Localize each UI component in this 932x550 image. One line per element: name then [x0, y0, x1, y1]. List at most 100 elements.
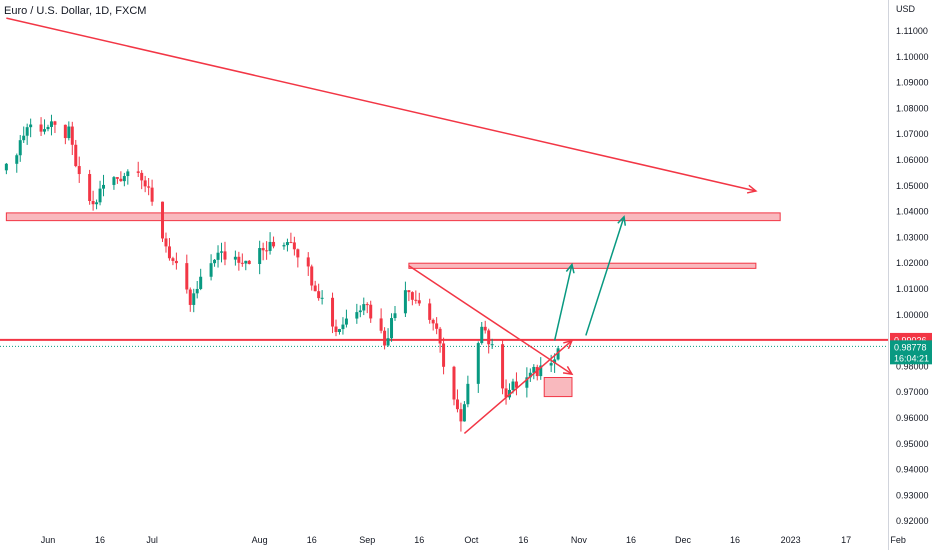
price-tick-label: 0.97000 — [896, 387, 929, 397]
candle-body — [220, 251, 223, 253]
lower-triangle-line-head — [563, 339, 574, 350]
upper-triangle-line-head — [562, 366, 574, 376]
long-term-trend-arrow — [6, 17, 757, 192]
candle-body — [407, 290, 411, 293]
candle-body — [355, 312, 359, 319]
price-tick-label: 0.92000 — [896, 516, 929, 526]
time-axis[interactable]: Jun 16 Jul Aug 16 Sep 16 Oct 16 Nov 16 Dec 16 2023 17 F… — [41, 535, 906, 545]
candle-body — [150, 187, 154, 202]
candle-body — [95, 202, 99, 205]
last-price-badge — [890, 340, 932, 365]
time-tick-label: 16 — [95, 535, 105, 545]
upper-triangle-line — [408, 265, 573, 375]
candle-body — [344, 318, 348, 325]
candle-body — [320, 297, 324, 299]
candle-body — [164, 238, 168, 247]
candle-body — [46, 126, 50, 130]
time-tick-label: 17 — [841, 535, 851, 545]
resistance-zone — [5, 212, 781, 222]
candle-body — [362, 304, 366, 311]
candle-body — [417, 300, 421, 304]
candle-body — [285, 242, 289, 246]
candle-body — [306, 257, 310, 267]
time-tick-label: 2023 — [781, 535, 801, 545]
candle-body — [282, 245, 286, 247]
candle-body — [43, 129, 47, 132]
candle-body — [313, 285, 317, 292]
candle-body — [480, 326, 484, 344]
candle-body — [428, 303, 432, 320]
projection-arrow-1-head — [565, 262, 575, 274]
time-tick-label: 16 — [730, 535, 740, 545]
candle-body — [553, 359, 557, 364]
countdown-text: 16:04:21 — [894, 353, 929, 363]
candle-body — [532, 366, 536, 373]
candle-body — [334, 326, 338, 333]
time-tick-label: 16 — [518, 535, 528, 545]
currency-label: USD — [896, 4, 916, 14]
time-tick-label: Jul — [146, 535, 158, 545]
candle-body — [29, 124, 33, 128]
candle-body — [268, 241, 272, 251]
candle-body — [358, 310, 362, 313]
candle-body — [462, 404, 466, 422]
zones-layer — [5, 212, 781, 398]
candle-body — [483, 326, 487, 331]
candle-body — [501, 344, 505, 389]
candle-body — [15, 155, 19, 164]
price-tick-label: 1.04000 — [896, 207, 929, 217]
candle-body — [119, 178, 123, 182]
candle-body — [258, 248, 262, 264]
symbol-header[interactable]: Euro / U.S. Dollar, 1D, FXCM — [4, 5, 147, 17]
candle-body — [74, 144, 78, 167]
candle-body — [292, 242, 296, 250]
price-tick-label: 0.98000 — [896, 361, 929, 371]
candle-body — [18, 140, 22, 156]
candle-body — [195, 288, 199, 294]
candle-body — [261, 248, 265, 251]
time-tick-label: Aug — [252, 535, 268, 545]
candle-body — [209, 263, 213, 277]
candle-body — [393, 313, 397, 319]
candle-body — [22, 135, 26, 141]
time-tick-label: Feb — [890, 535, 906, 545]
candle-body — [272, 241, 276, 247]
candle-body — [528, 372, 532, 378]
price-tick-label: 0.96000 — [896, 413, 929, 423]
time-tick-label: Oct — [464, 535, 479, 545]
candle-body — [403, 290, 407, 314]
price-tick-label: 0.93000 — [896, 490, 929, 500]
last-price-text: 0.98778 — [894, 342, 927, 352]
candle-body — [91, 201, 95, 205]
candle-body — [244, 260, 248, 264]
candle-body — [442, 343, 446, 367]
candle-body — [435, 323, 439, 329]
resistance-zone — [408, 262, 757, 269]
candle-body — [247, 260, 251, 264]
price-axis[interactable]: 1.11000 1.10000 1.09000 1.08000 1.07000 1.060… — [896, 26, 929, 526]
candle-body — [115, 177, 119, 179]
price-tick-label: 1.07000 — [896, 129, 929, 139]
candle-body — [383, 330, 387, 346]
projection-arrow-1 — [553, 264, 573, 341]
price-tick-label: 1.02000 — [896, 258, 929, 268]
price-tick-label: 0.95000 — [896, 439, 929, 449]
candle-body — [49, 121, 53, 127]
drawings-layer — [6, 17, 758, 435]
candle-body — [53, 121, 57, 125]
candle-body — [341, 324, 345, 330]
time-tick-label: Jun — [41, 535, 56, 545]
candle-body — [511, 381, 515, 390]
time-tick-label: Nov — [571, 535, 588, 545]
price-tick-label: 1.01000 — [896, 284, 929, 294]
candle-body — [459, 409, 463, 422]
candle-body — [379, 318, 383, 331]
candle-body — [147, 186, 151, 188]
price-tick-label: 1.03000 — [896, 232, 929, 242]
candle-body — [143, 180, 147, 187]
candle-body — [102, 184, 106, 189]
candle-body — [77, 166, 81, 175]
candle-body — [455, 399, 459, 410]
candle-body — [4, 163, 8, 171]
